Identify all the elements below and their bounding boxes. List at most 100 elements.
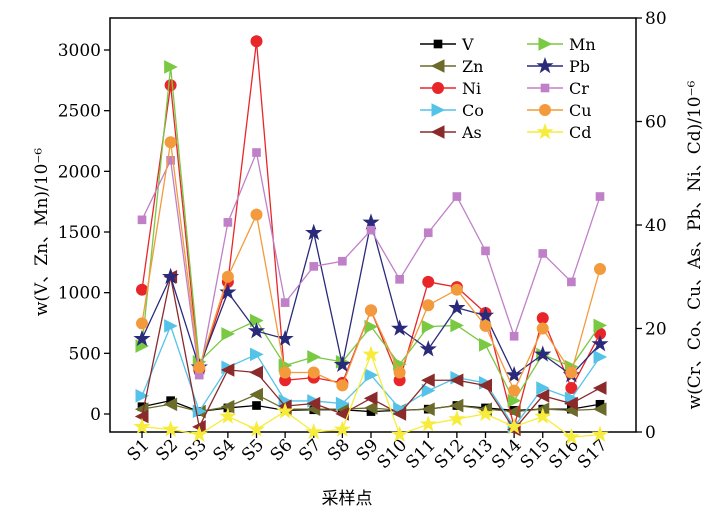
series-cd: [133, 345, 609, 445]
data-point: [250, 35, 263, 48]
legend-marker: [540, 83, 550, 93]
data-point: [309, 262, 319, 271]
data-point: [250, 208, 263, 221]
data-point: [364, 368, 379, 382]
data-point: [219, 407, 237, 424]
data-point: [391, 319, 409, 336]
data-point: [564, 396, 578, 411]
data-point: [479, 319, 492, 332]
right-axis-title: w(Cr、Co、Cu、As、Pb、Ni、Cd)/10⁻⁶: [685, 80, 705, 409]
legend-item: Cu: [527, 101, 592, 120]
data-point: [421, 402, 435, 416]
data-point: [362, 345, 380, 362]
data-point: [338, 256, 347, 266]
data-point: [363, 391, 378, 406]
legend-item: As: [420, 123, 482, 142]
legend-label: Pb: [569, 57, 590, 76]
data-point: [562, 428, 580, 445]
legend-marker: [431, 103, 446, 117]
x-axis-title: 采样点: [322, 489, 373, 509]
data-point: [219, 283, 237, 300]
data-point: [193, 361, 206, 374]
legend-item: Pb: [527, 56, 590, 76]
legend-label: Cd: [569, 123, 591, 142]
data-point: [450, 318, 464, 333]
data-point: [391, 425, 409, 442]
data-point: [307, 350, 321, 364]
data-point: [423, 228, 433, 238]
legend-marker: [536, 122, 554, 140]
data-point: [276, 329, 294, 347]
data-point: [481, 246, 490, 256]
data-point: [591, 334, 609, 352]
data-point: [164, 136, 177, 149]
left-tick-label: 2500: [58, 102, 101, 122]
data-point: [449, 373, 464, 388]
data-point: [133, 329, 151, 347]
data-point: [392, 407, 407, 421]
legend-label: Cr: [569, 79, 589, 98]
data-point: [221, 270, 234, 283]
data-point: [421, 373, 435, 388]
data-point: [190, 425, 208, 442]
series-layer: [133, 35, 609, 445]
data-point: [164, 79, 177, 92]
right-tick-label: 80: [645, 9, 667, 29]
legend-marker: [430, 125, 445, 139]
x-tick-label: S2: [152, 435, 182, 465]
data-point: [136, 283, 148, 296]
left-tick-label: 2000: [58, 162, 101, 182]
data-point: [422, 275, 435, 288]
legend-label: Mn: [569, 35, 596, 54]
x-tick-label: S1: [124, 435, 154, 465]
data-point: [306, 396, 321, 411]
data-point: [452, 192, 462, 201]
legend-marker: [432, 82, 444, 94]
legend-marker: [538, 37, 553, 51]
legend-item: V: [420, 35, 474, 54]
data-point: [421, 319, 436, 334]
data-point: [422, 299, 435, 312]
data-point: [565, 382, 578, 395]
data-point: [279, 366, 292, 379]
series-line: [141, 150, 601, 376]
legend-item: Mn: [527, 35, 596, 54]
x-tick-label: S17: [574, 435, 612, 473]
legend-label: Co: [462, 101, 484, 120]
data-point: [220, 363, 235, 377]
data-point: [595, 192, 605, 201]
data-point: [505, 366, 523, 383]
legend-item: Cr: [527, 79, 589, 98]
data-point: [419, 340, 437, 357]
left-tick-label: 3000: [58, 41, 101, 61]
data-point: [366, 225, 376, 235]
legend-label: Ni: [462, 79, 481, 98]
data-point: [592, 402, 607, 416]
data-point: [247, 420, 266, 437]
series-cr: [137, 148, 605, 380]
data-point: [252, 148, 261, 157]
legend: V Zn Ni Co As Mn Pb Cr Cu Cd: [420, 35, 596, 142]
x-tick-label: S7: [295, 435, 325, 465]
legend-item: Cd: [527, 122, 591, 142]
data-point: [507, 393, 522, 408]
data-point: [448, 410, 466, 427]
data-point: [476, 306, 495, 323]
x-tick-label: S8: [324, 435, 354, 465]
data-point: [223, 218, 233, 227]
data-point: [593, 350, 608, 364]
left-tick-label: 1000: [58, 284, 101, 304]
data-point: [133, 417, 151, 435]
data-point: [335, 396, 350, 411]
data-point: [136, 317, 148, 330]
data-point: [594, 262, 606, 275]
series-cu: [136, 136, 606, 397]
data-point: [365, 304, 377, 317]
right-tick-label: 20: [645, 320, 667, 340]
data-point: [567, 277, 576, 287]
data-point: [363, 401, 378, 415]
data-point: [162, 267, 180, 285]
data-point: [135, 388, 150, 403]
data-point: [305, 422, 323, 440]
